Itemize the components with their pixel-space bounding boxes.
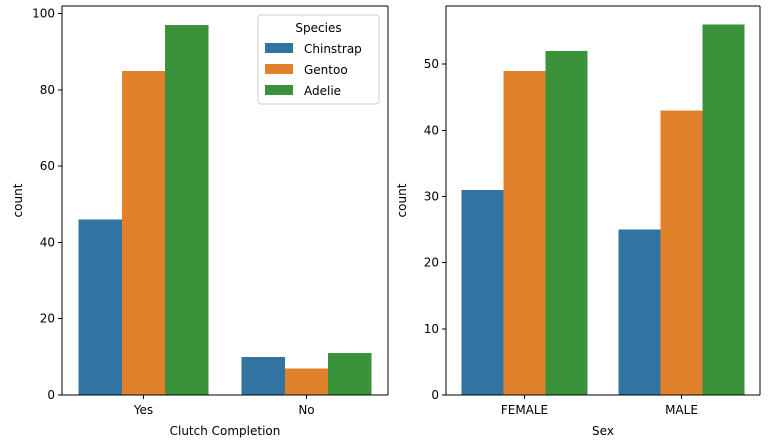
y-tick-label: 0 [47,388,55,402]
y-tick-label: 40 [40,235,55,249]
y-axis-label: count [395,183,409,217]
legend-swatch-adelie [265,85,293,95]
x-tick-label: No [298,403,314,417]
bar-chinstrap-yes [78,219,122,395]
bar-gentoo-female [503,70,546,395]
legend: Species Chinstrap Gentoo Adelie [257,14,380,105]
y-tick-label: 60 [40,159,55,173]
bar-chinstrap-male [618,229,661,395]
y-tick-label: 40 [424,123,439,137]
y-tick-label: 100 [32,7,55,21]
bar-adelie-female [545,50,588,396]
y-tick-label: 30 [424,190,439,204]
x-tick-label: FEMALE [501,403,548,417]
legend-frame [257,14,380,105]
y-tick-label: 20 [424,256,439,270]
bar-adelie-yes [165,25,209,395]
x-axis-label: Sex [592,424,614,438]
legend-swatch-chinstrap [265,43,293,53]
bar-chinstrap-female [461,189,504,395]
legend-label-gentoo: Gentoo [304,63,348,77]
x-tick-label: Yes [133,403,153,417]
legend-label-adelie: Adelie [304,84,341,98]
legend-swatch-gentoo [265,64,293,74]
y-tick-label: 50 [424,57,439,71]
bar-gentoo-yes [121,70,166,395]
y-tick-label: 10 [424,322,439,336]
y-tick-label: 20 [40,312,55,326]
y-axis-label: count [11,183,25,217]
bar-gentoo-male [660,110,703,395]
x-axis-label: Clutch Completion [170,424,281,438]
y-tick-label: 0 [431,388,439,402]
bar-chinstrap-no [241,356,285,395]
legend-title: Species [295,21,341,35]
x-tick-label: MALE [665,403,698,417]
legend-label-chinstrap: Chinstrap [304,42,362,56]
bar-gentoo-no [284,368,329,395]
bar-adelie-no [328,353,372,395]
chart-panel-clutch-completion: 0 20 40 60 80 100 Yes No Clutch Completion count S… [11,5,389,438]
bar-adelie-male [702,24,745,396]
y-tick-label: 80 [40,83,55,97]
chart-panel-sex: 0 10 20 30 40 50 FEMALE MALE Sex count [395,5,761,438]
